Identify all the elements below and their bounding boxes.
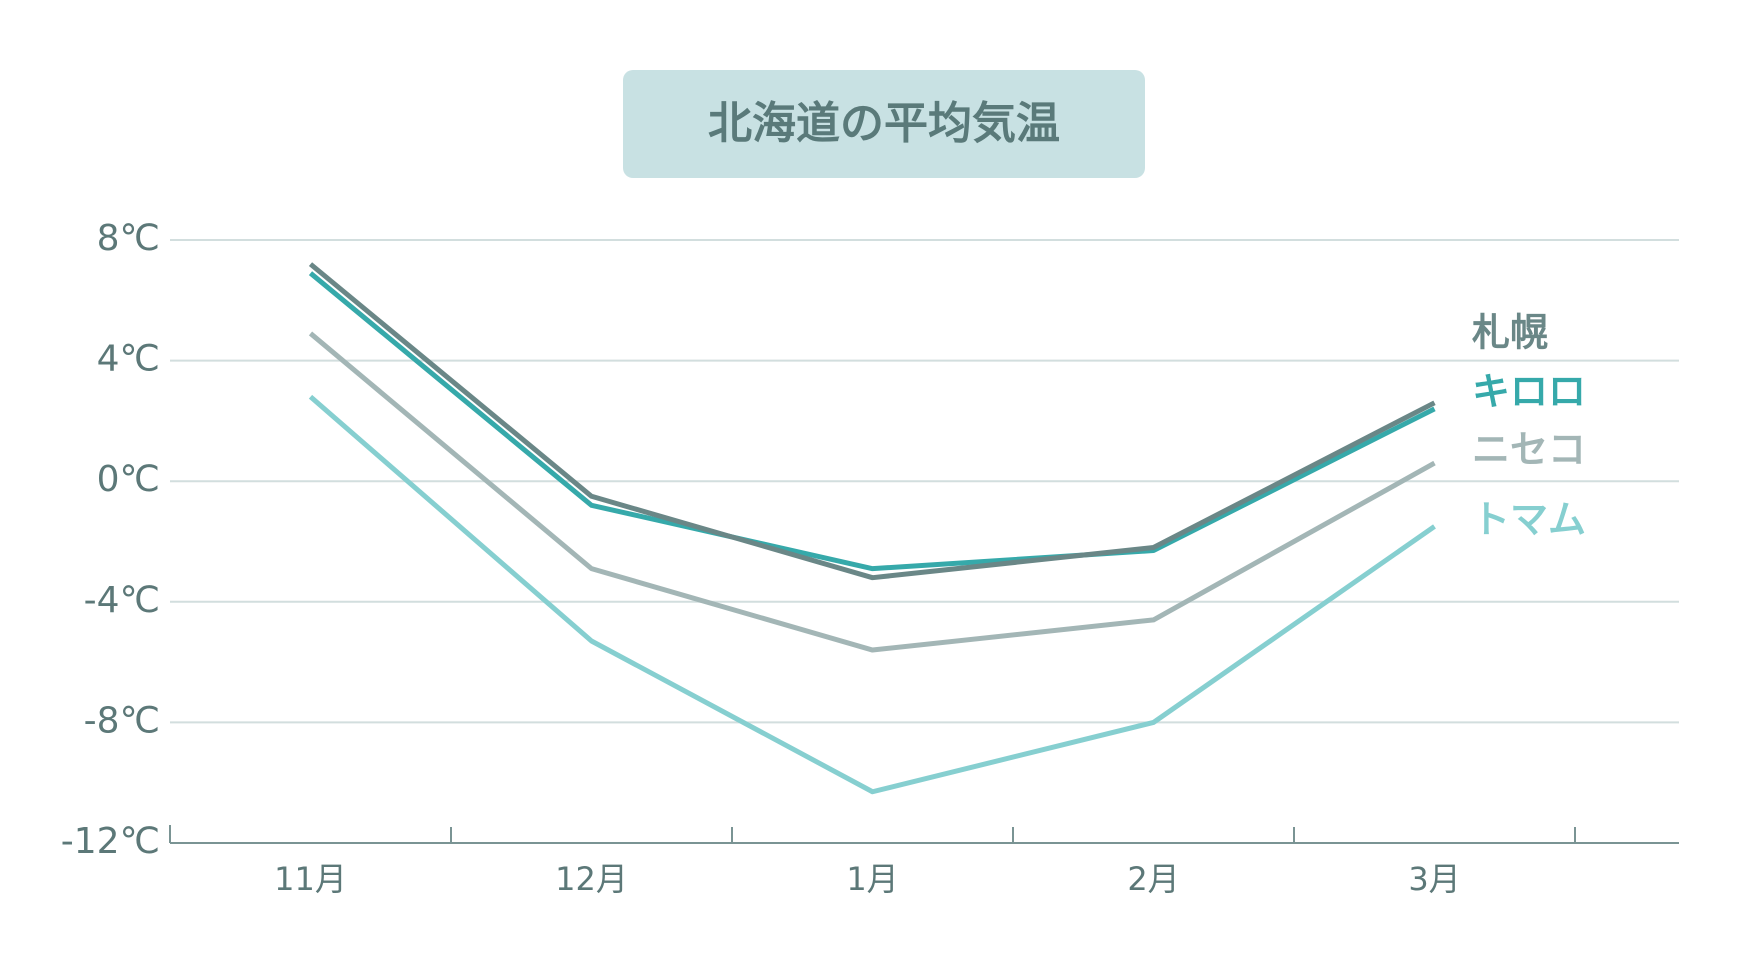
x-tick-label: 11月 (274, 860, 347, 898)
series-line (308, 331, 1436, 653)
chart-title: 北海道の平均気温 (708, 98, 1060, 149)
y-tick-label: -12℃ (61, 821, 160, 862)
y-tick-label: -4℃ (84, 580, 160, 621)
x-tick-label: 2月 (1127, 860, 1179, 898)
series-line (308, 394, 1436, 795)
legend-label: ニセコ (1472, 428, 1586, 472)
title-box (623, 70, 1145, 178)
y-tick-label: 8℃ (97, 218, 160, 259)
series-line (308, 262, 1436, 581)
y-tick-label: 0℃ (97, 459, 160, 500)
legend-label: トマム (1472, 498, 1586, 542)
y-tick-label: 4℃ (97, 339, 160, 380)
y-tick-label: -8℃ (84, 700, 160, 741)
series-line (308, 271, 1436, 572)
x-tick-label: 12月 (555, 860, 628, 898)
legend-label: キロロ (1472, 370, 1586, 414)
legend-label: 札幌 (1472, 311, 1548, 355)
x-tick-label: 3月 (1408, 860, 1460, 898)
x-tick-label: 1月 (846, 860, 898, 898)
